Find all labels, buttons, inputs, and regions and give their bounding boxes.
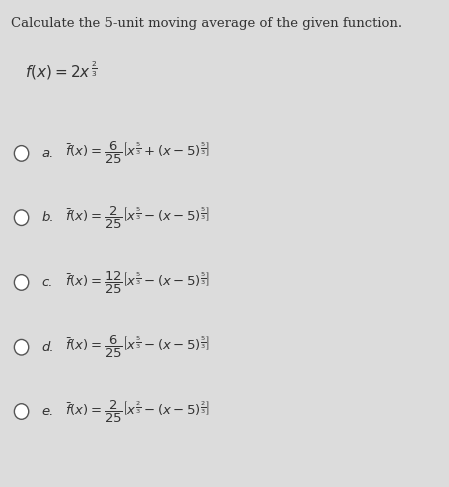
Text: $\bar{f}(x) = \dfrac{6}{25}\left[x^{\frac{5}{3}} + (x-5)^{\frac{5}{3}}\right]$: $\bar{f}(x) = \dfrac{6}{25}\left[x^{\fra… [65, 140, 210, 167]
Circle shape [14, 146, 29, 161]
Text: e.: e. [41, 405, 54, 418]
Circle shape [14, 339, 29, 355]
Text: a.: a. [41, 147, 54, 160]
Circle shape [14, 404, 29, 419]
Text: $\bar{f}(x) = \dfrac{6}{25}\left[x^{\frac{5}{3}} - (x-5)^{\frac{5}{3}}\right]$: $\bar{f}(x) = \dfrac{6}{25}\left[x^{\fra… [65, 334, 210, 360]
Circle shape [14, 275, 29, 290]
Text: c.: c. [41, 276, 53, 289]
Text: $f(x) = 2x^{\,\frac{2}{3}}$: $f(x) = 2x^{\,\frac{2}{3}}$ [25, 59, 98, 82]
Text: Calculate the 5-unit moving average of the given function.: Calculate the 5-unit moving average of t… [11, 17, 402, 30]
Text: $\bar{f}(x) = \dfrac{2}{25}\left[x^{\frac{5}{3}} - (x-5)^{\frac{5}{3}}\right]$: $\bar{f}(x) = \dfrac{2}{25}\left[x^{\fra… [65, 205, 210, 231]
Text: $\bar{f}(x) = \dfrac{2}{25}\left[x^{\frac{2}{3}} - (x-5)^{\frac{2}{3}}\right]$: $\bar{f}(x) = \dfrac{2}{25}\left[x^{\fra… [65, 398, 210, 425]
Circle shape [14, 210, 29, 225]
Text: b.: b. [41, 211, 54, 224]
Text: $\bar{f}(x) = \dfrac{12}{25}\left[x^{\frac{5}{3}} - (x-5)^{\frac{5}{3}}\right]$: $\bar{f}(x) = \dfrac{12}{25}\left[x^{\fr… [65, 269, 210, 296]
Text: d.: d. [41, 341, 54, 354]
